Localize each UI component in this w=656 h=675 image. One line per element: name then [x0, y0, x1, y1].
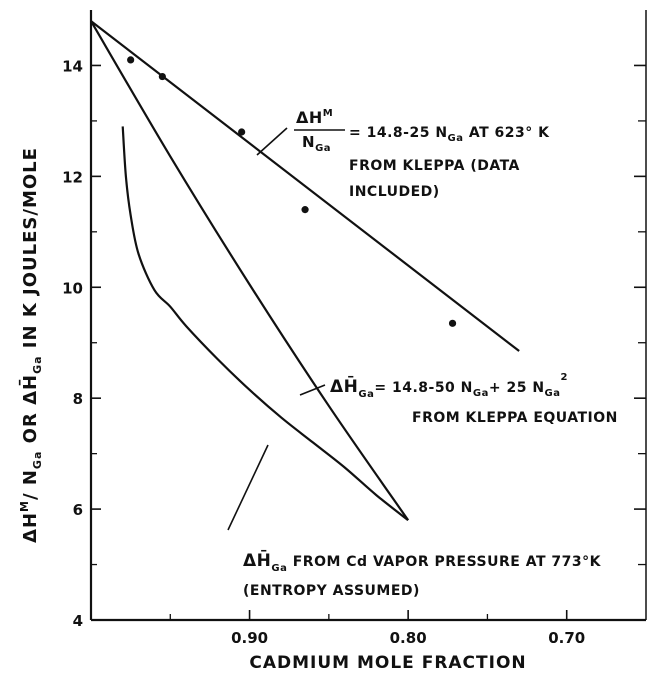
tick-marks — [91, 64, 646, 621]
y-tick-label-10: 10 — [62, 279, 83, 297]
annotation-3-rest: FROM Cd VAPOR PRESSURE AT 773°K — [287, 554, 601, 570]
annotation-vapor-pressure: ΔH̄Ga FROM Cd VAPOR PRESSURE AT 773°K (E… — [243, 549, 602, 599]
y-tick-label-8: 8 — [73, 390, 83, 408]
annotation-2-sup: 2 — [561, 372, 568, 383]
y-tick-label-6: 6 — [73, 501, 83, 519]
annotation-2-lhs: ΔH̄ — [330, 375, 358, 397]
annotation-1-den: N — [302, 133, 315, 151]
ylabel-part-3: OR — [20, 405, 41, 451]
data-point-3 — [238, 128, 246, 136]
annotation-3-line2: (ENTROPY ASSUMED) — [243, 583, 420, 599]
annotation-1-rhs-main: = 14.8-25 N — [349, 125, 448, 141]
x-tick-labels: 0.90 0.80 0.70 — [231, 629, 585, 647]
leader-line-annotation-1 — [256, 127, 288, 156]
y-tick-label-4: 4 — [73, 612, 83, 630]
leader-line-annotation-3 — [227, 444, 269, 531]
ylabel-part-4: ΔH̄ — [19, 374, 41, 405]
annotation-2-sub2: Ga — [473, 388, 489, 399]
series-line-3 — [90, 20, 410, 521]
annotation-1-line3: INCLUDED) — [349, 184, 440, 200]
data-point-1 — [127, 56, 135, 64]
annotation-2-mid: = 14.8-50 N — [374, 380, 473, 396]
series-line-1 — [90, 20, 520, 352]
annotation-3-sub: Ga — [271, 563, 287, 574]
annotation-2-sub1: Ga — [358, 389, 374, 400]
annotation-3-lhs: ΔH̄ — [243, 549, 271, 571]
axes-frame — [89, 10, 647, 622]
ylabel-part-4-sub: Ga — [31, 355, 44, 373]
annotation-1-rhs: = 14.8-25 NGa AT 623° K — [349, 125, 550, 144]
ylabel-part-5: IN K JOULES/MOLE — [20, 147, 41, 355]
annotation-2-sub3: Ga — [545, 388, 561, 399]
annotation-kleppa-integral: ΔHM NGa = 14.8-25 NGa AT 623° K FROM KLE… — [294, 108, 550, 200]
ylabel-part-2: / N — [20, 469, 41, 500]
annotation-3-line1: ΔH̄Ga FROM Cd VAPOR PRESSURE AT 773°K — [243, 549, 602, 574]
annotation-2-mid2: + 25 N — [489, 380, 545, 396]
annotation-1-rhs-tail: AT 623° K — [464, 125, 551, 141]
data-point-5 — [448, 319, 457, 327]
annotation-kleppa-partial: ΔH̄Ga= 14.8-50 NGa+ 25 NGa2 FROM KLEPPA … — [330, 372, 618, 426]
annotation-1-line2: FROM KLEPPA (DATA — [349, 158, 520, 174]
y-tick-label-14: 14 — [62, 57, 83, 75]
leader-line-annotation-2 — [299, 384, 326, 396]
annotation-1-lhs: ΔH — [296, 108, 323, 127]
annotation-1-numerator: ΔHM — [296, 108, 333, 127]
y-tick-labels: 4 6 8 10 12 14 — [62, 57, 83, 630]
x-tick-label-0.8: 0.80 — [390, 629, 427, 647]
series-layer — [90, 20, 520, 531]
ylabel-part-1-sup: M — [18, 500, 31, 512]
x-tick-label-0.7: 0.70 — [548, 629, 585, 647]
series-line-4 — [121, 126, 409, 522]
annotation-1-denominator: NGa — [302, 133, 331, 154]
data-point-2 — [158, 72, 166, 81]
x-axis-title: CADMIUM MOLE FRACTION — [249, 653, 526, 673]
y-tick-label-12: 12 — [62, 168, 83, 186]
annotation-1-sup: M — [323, 108, 333, 119]
ylabel-part-1: ΔH — [20, 512, 41, 543]
y-axis-title: ΔHM/ NGa OR ΔH̄Ga IN K JOULES/MOLE — [18, 147, 44, 543]
annotation-2-line1: ΔH̄Ga= 14.8-50 NGa+ 25 NGa2 — [330, 372, 568, 400]
data-point-4 — [301, 206, 309, 214]
annotation-2-line2: FROM KLEPPA EQUATION — [412, 410, 618, 426]
annotation-1-den-sub: Ga — [315, 143, 331, 154]
x-tick-label-0.9: 0.90 — [231, 629, 268, 647]
annotation-1-rhs-sub: Ga — [448, 133, 464, 144]
ylabel-part-2-sub: Ga — [31, 451, 44, 469]
